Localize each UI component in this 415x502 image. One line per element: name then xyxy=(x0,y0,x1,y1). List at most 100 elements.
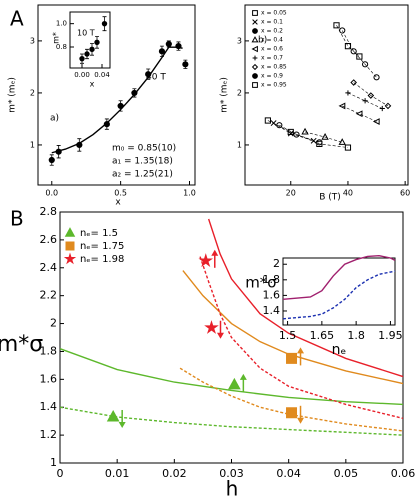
x-tick-label: 0.0 xyxy=(45,189,58,198)
y-tick-label: 0.8 xyxy=(56,43,67,51)
marker xyxy=(356,53,363,60)
marker xyxy=(182,61,189,68)
marker xyxy=(276,122,283,129)
marker xyxy=(362,61,369,68)
marker xyxy=(252,73,258,79)
legend-label: nₑ= 1.98 xyxy=(80,254,124,265)
legend-label: x = 0.05 xyxy=(261,10,287,17)
marker xyxy=(198,253,214,268)
marker xyxy=(362,98,368,104)
marker xyxy=(355,110,363,118)
x-tick-label: 0.05 xyxy=(334,467,359,480)
y-axis-label: m* xyxy=(52,32,61,44)
curve xyxy=(282,270,396,320)
x-tick-label: 0.02 xyxy=(162,467,187,480)
marker xyxy=(252,19,258,25)
curve xyxy=(304,131,343,143)
y-tick-label: 1 xyxy=(50,456,57,469)
x-tick-label: 1.8 xyxy=(347,329,365,342)
marker xyxy=(350,79,357,86)
marker xyxy=(293,131,300,138)
marker xyxy=(63,252,77,265)
y-tick-label: 2.2 xyxy=(40,289,58,302)
marker xyxy=(251,36,259,43)
marker xyxy=(350,48,357,55)
y-tick-label: 2.8 xyxy=(40,205,58,218)
y-tick-label: 2.4 xyxy=(40,261,58,274)
y-tick-label: 1.6 xyxy=(263,288,281,301)
annotation: 10 T xyxy=(77,29,95,38)
y-axis-label: m* (mₑ) xyxy=(220,77,230,113)
marker xyxy=(338,102,346,110)
marker xyxy=(316,140,323,148)
x-tick-label: 20 xyxy=(286,189,296,198)
annotation: 40 T xyxy=(146,73,166,83)
x-tick-label: 0.06 xyxy=(391,467,415,480)
marker xyxy=(94,39,100,46)
y-tick-label: 1.8 xyxy=(263,273,281,286)
y-tick-label: 1.6 xyxy=(40,372,58,385)
y-axis-label: m*σ xyxy=(0,332,43,357)
curve xyxy=(336,25,360,57)
annotation: a₁ = 1.35(18) xyxy=(112,157,173,167)
marker xyxy=(252,28,258,34)
x-axis-label: x xyxy=(90,80,95,89)
spin-arrow-head xyxy=(297,417,305,424)
marker xyxy=(338,138,346,145)
curve xyxy=(182,270,404,385)
marker xyxy=(379,105,385,112)
curve xyxy=(207,218,404,378)
marker xyxy=(372,118,380,125)
curve xyxy=(59,347,404,406)
x-tick-label: 60 xyxy=(400,189,410,198)
marker xyxy=(286,407,298,419)
plot-frame xyxy=(37,4,196,186)
plot-frame xyxy=(244,4,409,186)
spin-arrow-head xyxy=(297,347,305,354)
legend-label: x = 0.6 xyxy=(261,46,283,53)
marker xyxy=(321,132,329,140)
y-tick-label: 3 xyxy=(237,36,242,45)
x-tick-label: 0.03 xyxy=(219,467,244,480)
marker xyxy=(384,102,392,110)
marker xyxy=(252,82,258,88)
y-tick-label: 2 xyxy=(237,88,242,97)
y-tick-label: 2 xyxy=(30,88,35,97)
x-tick-label: 0.04 xyxy=(94,71,110,79)
legend-label: x = 0.7 xyxy=(261,55,283,62)
marker xyxy=(344,42,352,50)
marker xyxy=(103,121,110,128)
y-tick-label: 1.4 xyxy=(263,304,281,317)
marker xyxy=(286,352,298,364)
marker xyxy=(333,22,340,29)
legend-label: x = 0.95 xyxy=(261,82,287,89)
y-tick-label: 2 xyxy=(273,257,280,270)
curve xyxy=(353,82,389,107)
marker xyxy=(316,139,323,146)
y-axis-label: m*σ xyxy=(245,274,277,292)
x-tick-label: 0 xyxy=(57,467,64,480)
spin-arrow-head xyxy=(239,373,247,380)
marker xyxy=(64,227,76,237)
legend-label: x = 0.2 xyxy=(261,28,283,35)
marker xyxy=(65,241,75,251)
marker xyxy=(251,63,259,71)
x-tick-label: 1.65 xyxy=(310,329,335,342)
marker xyxy=(89,46,95,53)
marker xyxy=(344,144,352,151)
x-axis-label: h xyxy=(226,477,239,501)
x-tick-label: 1.95 xyxy=(378,329,403,342)
y-tick-label: 2.6 xyxy=(40,233,58,246)
legend-label: x = 0.85 xyxy=(261,64,287,71)
x-tick-label: 40 xyxy=(343,189,353,198)
annotation: b) xyxy=(258,36,267,46)
marker xyxy=(345,90,351,96)
annotation: a) xyxy=(50,114,59,124)
legend-label: x = 0.4 xyxy=(261,37,283,44)
marker xyxy=(131,89,138,97)
y-tick-label: 3 xyxy=(30,36,35,45)
legend-label: nₑ= 1.5 xyxy=(80,228,118,239)
marker xyxy=(264,117,271,124)
marker xyxy=(287,130,294,137)
spin-arrow-head xyxy=(118,421,126,428)
